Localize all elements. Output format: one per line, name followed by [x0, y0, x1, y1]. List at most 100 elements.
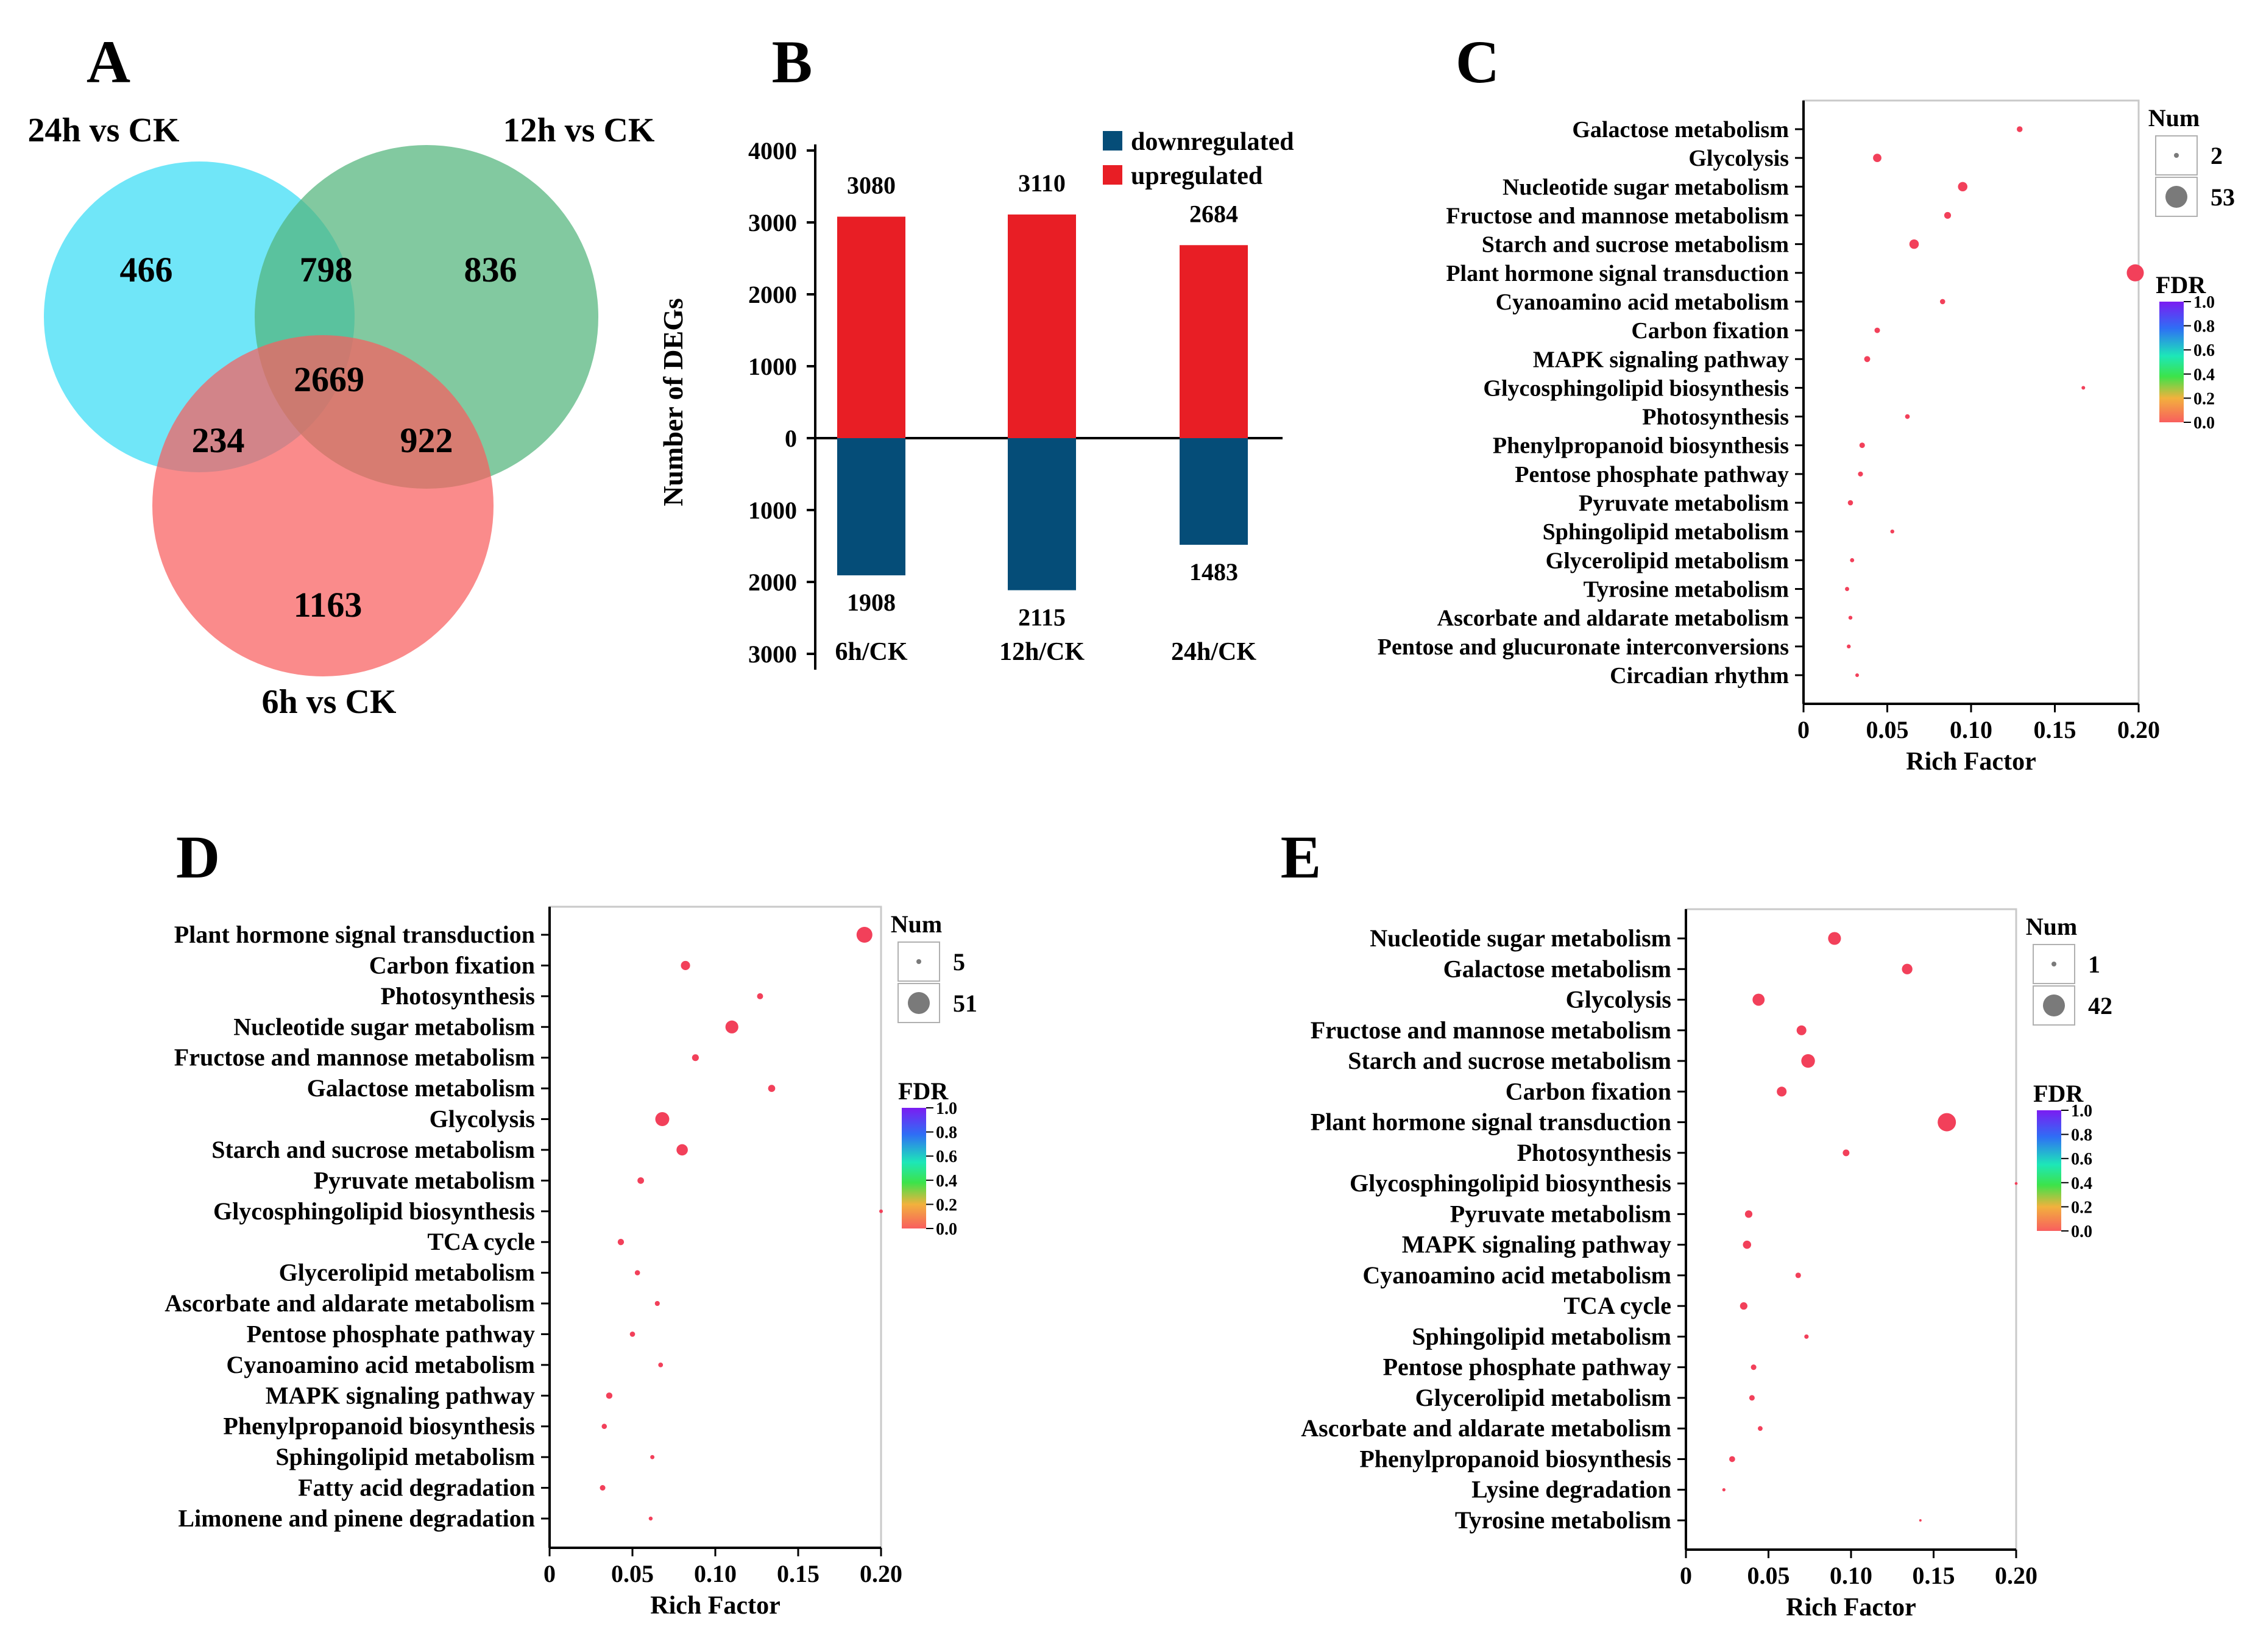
- b-label-up: 3080: [847, 172, 896, 199]
- b-bar-down: [837, 438, 905, 576]
- C-pathway-label: Photosynthesis: [1642, 405, 1789, 430]
- panel-c: C Galactose metabolism Glycolysis Nucleoti…: [1378, 28, 2235, 776]
- D-size-legend-min-dot: [916, 959, 921, 964]
- E-pathway-label: Phenylpropanoid biosynthesis: [1359, 1445, 1671, 1472]
- b-category-label: 12h/CK: [999, 638, 1085, 666]
- venn-count-24h-12h: 798: [300, 250, 353, 289]
- C-fdr-colorbar: [2159, 302, 2184, 422]
- C-size-legend-min-label: 2: [2211, 142, 2223, 169]
- E-pathway-label: TCA cycle: [1563, 1292, 1671, 1319]
- E-bubble: [1758, 1426, 1763, 1431]
- E-xtick-label: 0.05: [1747, 1562, 1790, 1589]
- D-fdr-tick-label: 0.8: [936, 1124, 957, 1143]
- E-bubble: [1828, 932, 1841, 945]
- D-fdr-tick-label: 1.0: [936, 1099, 957, 1118]
- C-bubble: [1845, 587, 1849, 591]
- E-fdr-tick-label: 1.0: [2071, 1102, 2092, 1121]
- C-xtick-label: 0.15: [2034, 716, 2076, 743]
- C-pathway-label: Phenylpropanoid biosynthesis: [1493, 433, 1789, 459]
- D-bubble: [637, 1177, 644, 1184]
- b-category-label: 6h/CK: [835, 638, 907, 666]
- E-pathway-label: Lysine degradation: [1471, 1476, 1671, 1503]
- C-pathway-label: Pyruvate metabolism: [1579, 491, 1789, 516]
- c-plot: Galactose metabolism Glycolysis Nucleotide…: [1378, 99, 2235, 776]
- D-xtick-label: 0: [543, 1560, 556, 1587]
- D-pathway-label: Phenylpropanoid biosynthesis: [223, 1413, 535, 1440]
- D-bubble: [725, 1020, 738, 1033]
- C-fdr-legend-title: FDR: [2156, 271, 2206, 299]
- E-bubble: [1843, 1149, 1850, 1157]
- D-size-legend-max-label: 51: [953, 990, 977, 1017]
- D-fdr-legend-title: FDR: [898, 1077, 949, 1105]
- E-bubble: [1902, 963, 1913, 974]
- b-ytick-label: 1000: [748, 497, 797, 524]
- D-xtick-label: 0.10: [694, 1560, 737, 1587]
- venn-circle-6h: [152, 335, 494, 676]
- E-pathway-label: Carbon fixation: [1506, 1077, 1671, 1105]
- C-pathway-label: Pentose phosphate pathway: [1515, 462, 1789, 487]
- venn-count-12h-6h: 922: [400, 420, 453, 460]
- C-bubble: [1939, 299, 1945, 305]
- D-size-legend-max-dot: [908, 992, 930, 1014]
- D-xlabel: Rich Factor: [650, 1592, 780, 1620]
- C-bubble: [1909, 239, 1919, 249]
- D-pathway-label: Galactose metabolism: [307, 1074, 535, 1102]
- b-ytick-label: 2000: [748, 281, 797, 308]
- C-bubble: [1944, 211, 1952, 219]
- venn-count-only-12h: 836: [464, 250, 517, 289]
- b-legend-label-down: downregulated: [1131, 128, 1294, 156]
- C-size-legend-min-dot: [2174, 153, 2179, 158]
- E-bubble: [1740, 1302, 1747, 1310]
- E-fdr-tick-label: 0.6: [2071, 1150, 2092, 1169]
- C-size-legend-max-label: 53: [2211, 183, 2235, 211]
- C-bubble: [1858, 471, 1863, 477]
- C-fdr-tick-label: 0.2: [2193, 389, 2215, 408]
- E-fdr-tick-label: 0.8: [2071, 1126, 2092, 1145]
- D-fdr-tick-label: 0.2: [936, 1196, 957, 1214]
- E-bubble: [1796, 1025, 1807, 1035]
- D-xtick-label: 0.20: [860, 1560, 902, 1587]
- venn-count-only-6h: 1163: [294, 585, 363, 625]
- D-pathway-label: Carbon fixation: [369, 951, 535, 979]
- C-pathway-label: Ascorbate and aldarate metabolism: [1437, 606, 1789, 631]
- D-bubble: [856, 927, 873, 943]
- C-bubble: [1873, 154, 1882, 163]
- C-bubble: [1958, 182, 1967, 192]
- E-bubble: [1795, 1272, 1801, 1278]
- panel-e: E Nucleotide sugar metabolism Galactose m…: [1281, 823, 2112, 1622]
- panel-b: B Number of DEGs 4000 3000 2000 1000 0 1000 20…: [657, 28, 1294, 670]
- b-label-down: 2115: [1018, 604, 1066, 631]
- D-bubble: [654, 1300, 660, 1306]
- panel-a-letter: A: [87, 28, 130, 96]
- E-size-legend-max-dot: [2043, 994, 2065, 1016]
- E-size-legend-max-label: 42: [2088, 992, 2112, 1019]
- D-size-legend-box: [897, 941, 940, 982]
- D-bubble: [650, 1455, 655, 1459]
- C-bubble: [2081, 386, 2086, 390]
- D-pathway-label: Sphingolipid metabolism: [275, 1443, 535, 1470]
- E-bubble: [1729, 1456, 1735, 1462]
- E-bubble: [1722, 1488, 1726, 1492]
- e-plot: Nucleotide sugar metabolism Galactose met…: [1301, 908, 2112, 1622]
- E-xtick-label: 0: [1680, 1562, 1692, 1589]
- C-xtick-label: 0.20: [2117, 716, 2160, 743]
- C-pathway-label: Circadian rhythm: [1610, 663, 1789, 689]
- E-pathway-label: Pentose phosphate pathway: [1383, 1353, 1671, 1381]
- D-fdr-tick-label: 0.4: [936, 1172, 957, 1191]
- D-pathway-label: Pyruvate metabolism: [314, 1166, 535, 1194]
- D-bubble: [658, 1363, 664, 1367]
- D-bubble: [634, 1270, 640, 1275]
- C-fdr-tick-label: 0.6: [2193, 341, 2215, 360]
- D-size-legend-title: Num: [891, 910, 942, 938]
- C-bubble: [1890, 529, 1894, 534]
- D-fdr-tick-label: 0.6: [936, 1147, 957, 1166]
- C-pathway-label: Fructose and mannose metabolism: [1446, 203, 1789, 229]
- E-bubble: [1919, 1519, 1922, 1522]
- E-pathway-label: Tyrosine metabolism: [1455, 1506, 1671, 1534]
- E-bubble: [1777, 1087, 1787, 1097]
- D-pathway-label: Glycosphingolipid biosynthesis: [213, 1197, 535, 1225]
- D-size-legend-min-label: 5: [953, 948, 965, 976]
- C-bubble: [2017, 126, 2023, 132]
- b-ytick-label: 4000: [748, 137, 797, 165]
